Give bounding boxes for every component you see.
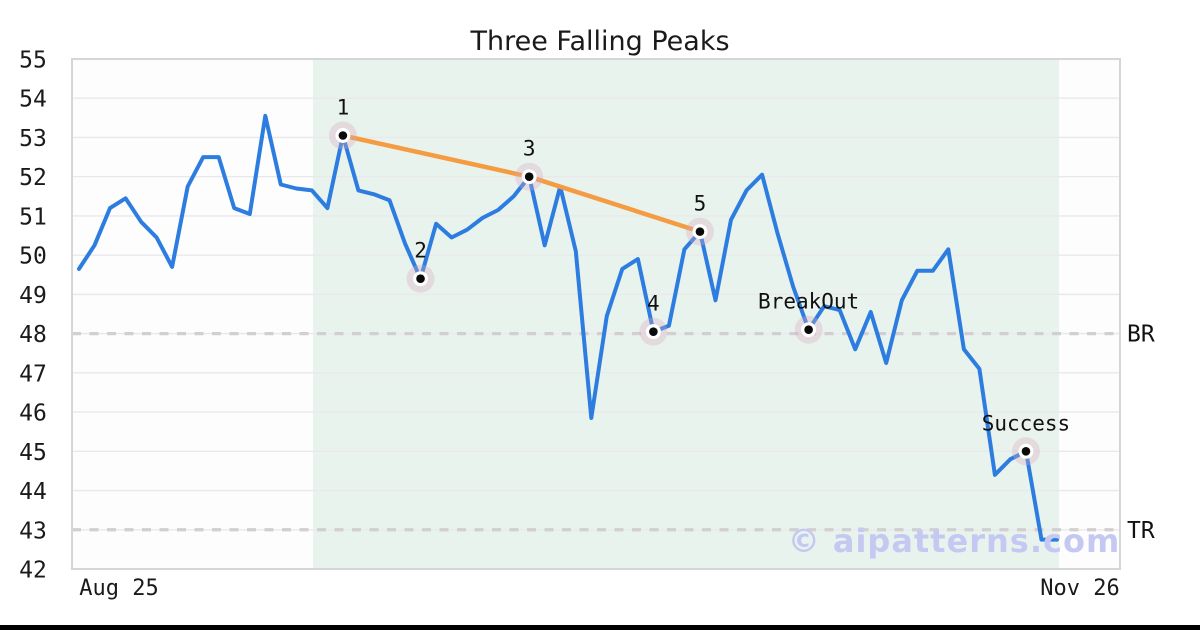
marker-dot-3 (524, 172, 534, 181)
y-tick-label-50: 50 (19, 244, 47, 270)
annotation-label-4: 4 (647, 292, 660, 316)
y-tick-label-47: 47 (19, 361, 47, 387)
y-tick-label-53: 53 (19, 126, 47, 152)
marker-dot-2 (416, 274, 425, 283)
y-axis-tick-labels: 42 43 44 45 46 47 48 49 50 51 52 53 54 55 (19, 48, 47, 584)
y-tick-label-44: 44 (19, 479, 47, 505)
annotation-label-5: 5 (694, 192, 707, 216)
marker-dot-5 (695, 227, 705, 236)
x-tick-label-0: Aug 25 (79, 576, 158, 601)
annotation-label-2: 2 (414, 239, 427, 263)
level-lines: BR TR (72, 322, 1155, 544)
x-axis-tick-labels: Aug 25 Nov 26 (79, 576, 1119, 601)
y-tick-label-48: 48 (19, 322, 47, 348)
pattern-markers: 1 2 3 4 5 BreakOut Success (328, 96, 1071, 466)
annotation-label-success: Success (982, 411, 1071, 435)
bottom-bar (0, 625, 1200, 630)
y-tick-label-55: 55 (19, 48, 47, 74)
watermark: © aipatterns.com (788, 522, 1121, 560)
marker-dot-1 (338, 131, 348, 140)
y-tick-label-46: 46 (19, 401, 47, 427)
marker-dot-breakout (804, 325, 813, 334)
marker-dot-4 (649, 327, 658, 336)
y-tick-label-51: 51 (19, 204, 47, 230)
annotation-label-1: 1 (337, 96, 350, 120)
level-label-br: BR (1127, 322, 1155, 348)
annotation-label-breakout: BreakOut (758, 290, 859, 314)
y-tick-label-52: 52 (19, 165, 47, 191)
y-tick-label-45: 45 (19, 440, 47, 466)
y-tick-label-43: 43 (19, 518, 47, 544)
y-tick-label-49: 49 (19, 283, 47, 309)
pattern-region-shade (313, 59, 1059, 569)
x-tick-label-1: Nov 26 (1040, 576, 1119, 601)
plot-border (71, 58, 1121, 570)
annotation-label-3: 3 (523, 137, 536, 161)
marker-dot-success (1021, 447, 1031, 456)
y-tick-label-42: 42 (19, 558, 47, 584)
chart-title: Three Falling Peaks (469, 26, 729, 57)
price-line (77, 113, 1059, 542)
level-label-tr: TR (1127, 518, 1155, 544)
y-tick-label-54: 54 (19, 87, 47, 113)
